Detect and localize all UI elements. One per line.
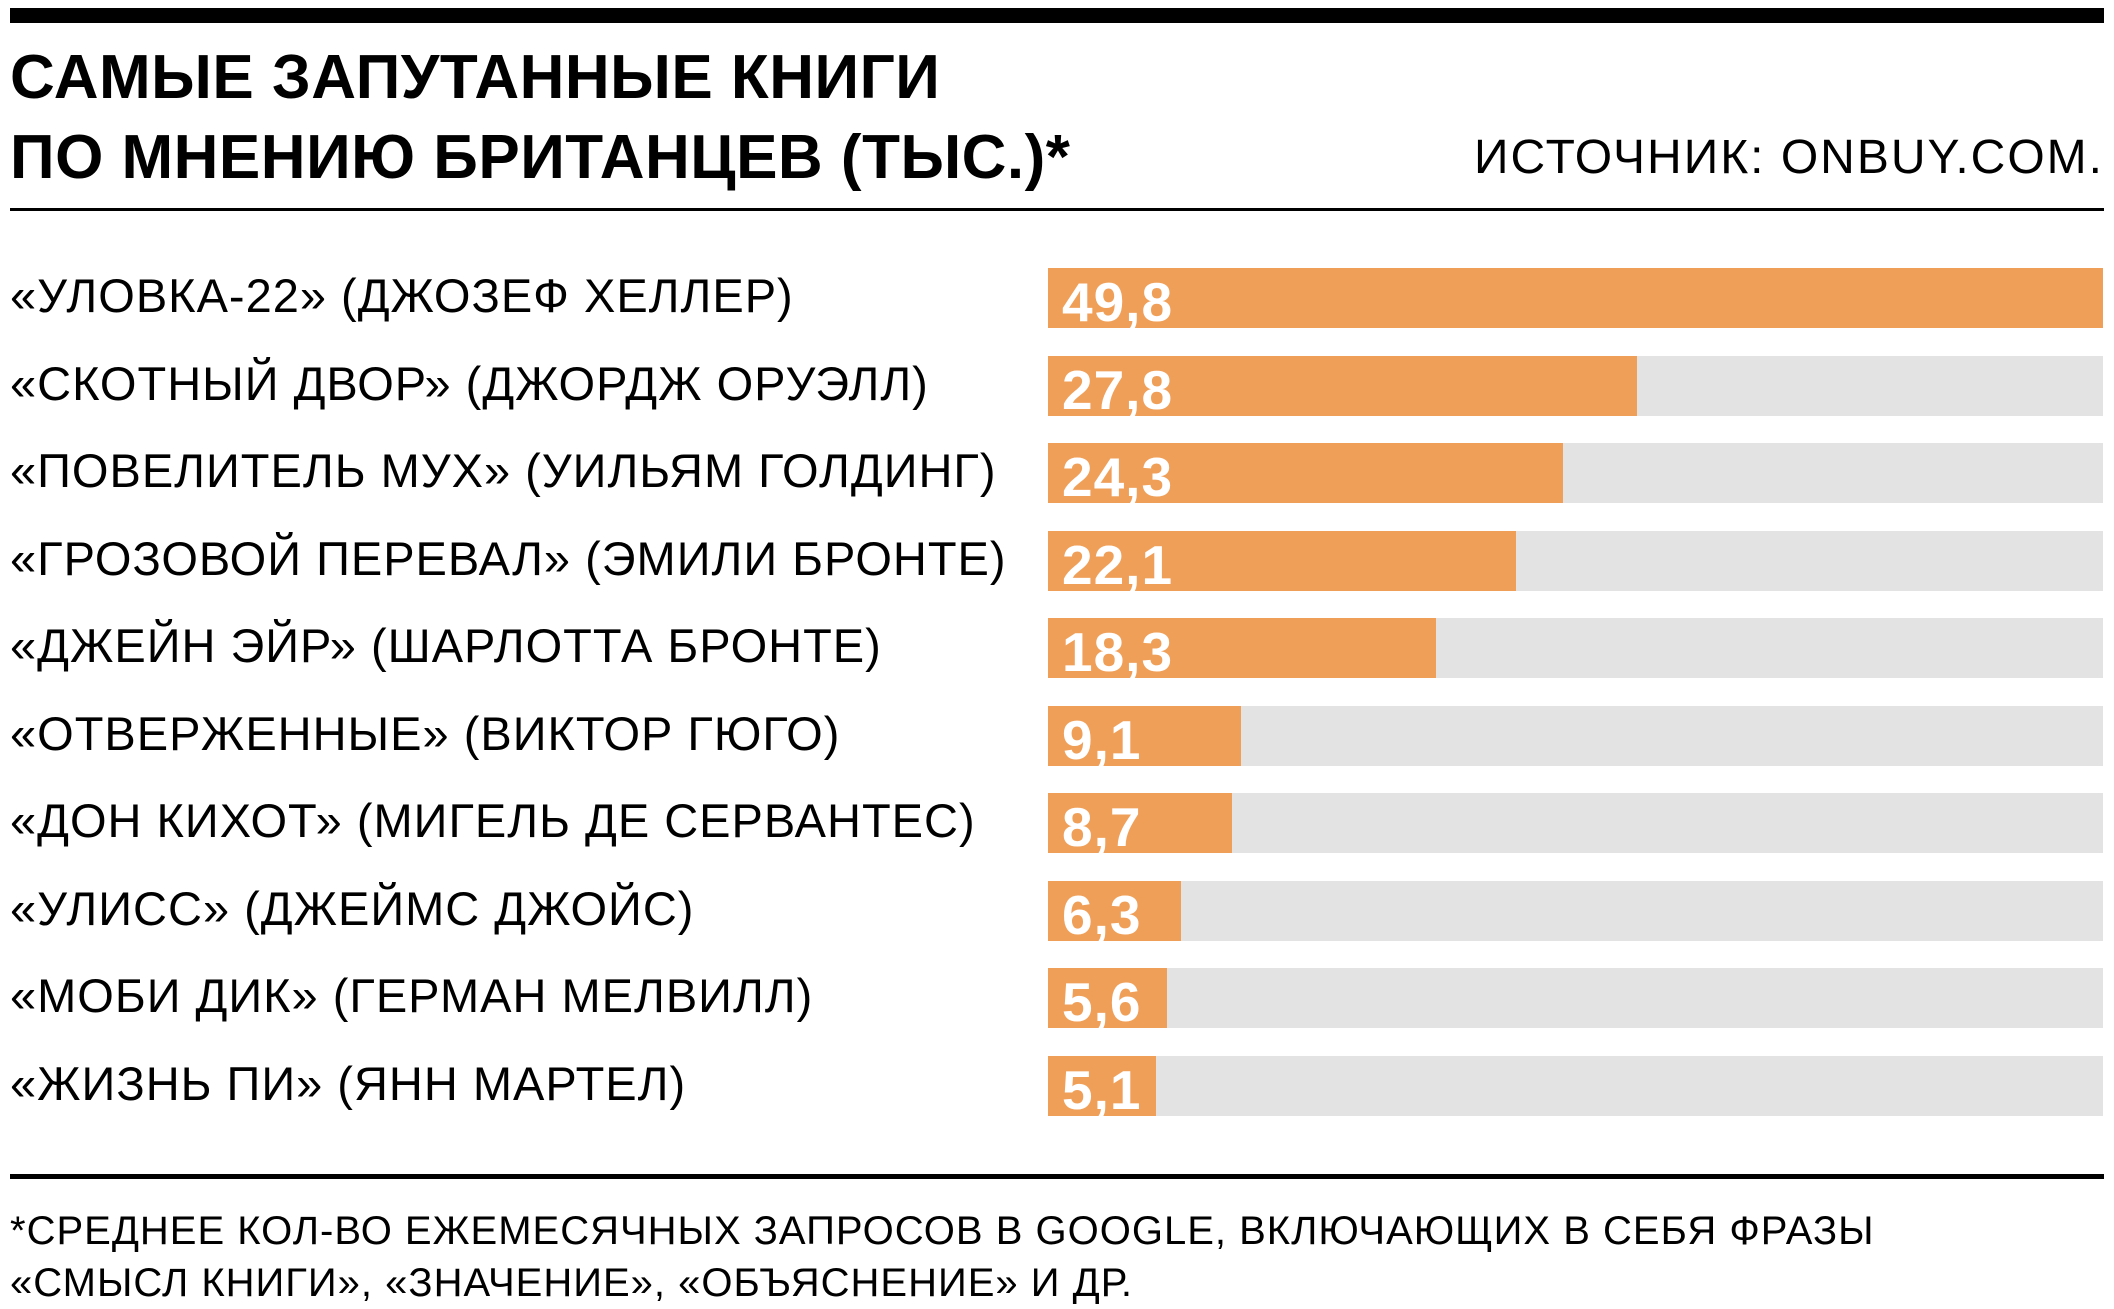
bar bbox=[1048, 618, 1436, 678]
chart-title-line-2: ПО МНЕНИЮ БРИТАНЦЕВ (ТЫС.)* bbox=[10, 123, 1071, 192]
bar-value-label: 24,3 bbox=[1062, 446, 1174, 508]
bar bbox=[1048, 1056, 1156, 1116]
source-note: ИСТОЧНИК: ONBUY.COM. bbox=[1474, 131, 2104, 184]
bar-track: 27,8 bbox=[1048, 356, 2103, 421]
bar-value-label: 18,3 bbox=[1062, 621, 1174, 683]
bar-value-label: 8,7 bbox=[1062, 796, 1142, 858]
bar-label: «ДЖЕЙН ЭЙР» (ШАРЛОТТА БРОНТЕ) bbox=[10, 619, 882, 672]
bar-track: 9,1 bbox=[1048, 706, 2103, 771]
bar bbox=[1048, 268, 2103, 328]
bar-track: 8,7 bbox=[1048, 793, 2103, 858]
bar-value-label: 9,1 bbox=[1062, 709, 1142, 771]
bar-value-label: 5,1 bbox=[1062, 1059, 1142, 1121]
footnote: *СРЕДНЕЕ КОЛ-ВО ЕЖЕМЕСЯЧНЫХ ЗАПРОСОВ В G… bbox=[10, 1205, 1875, 1309]
bar bbox=[1048, 443, 1563, 503]
footer-rule bbox=[10, 1174, 2104, 1179]
bar-track: 22,1 bbox=[1048, 531, 2103, 596]
bar-label: «ОТВЕРЖЕННЫЕ» (ВИКТОР ГЮГО) bbox=[10, 707, 841, 760]
bar-label: «УЛИСС» (ДЖЕЙМС ДЖОЙС) bbox=[10, 882, 695, 935]
footnote-line-1: *СРЕДНЕЕ КОЛ-ВО ЕЖЕМЕСЯЧНЫХ ЗАПРОСОВ В G… bbox=[10, 1209, 1875, 1253]
top-rule bbox=[10, 8, 2104, 23]
bar bbox=[1048, 356, 1637, 416]
bar bbox=[1048, 793, 1232, 853]
bar-label: «СКОТНЫЙ ДВОР» (ДЖОРДЖ ОРУЭЛЛ) bbox=[10, 357, 929, 410]
bar-track: 5,1 bbox=[1048, 1056, 2103, 1121]
bar-label: «УЛОВКА-22» (ДЖОЗЕФ ХЕЛЛЕР) bbox=[10, 269, 794, 322]
bar-value-label: 22,1 bbox=[1062, 534, 1174, 596]
bar-track: 5,6 bbox=[1048, 968, 2103, 1033]
footnote-line-2: «СМЫСЛ КНИГИ», «ЗНАЧЕНИЕ», «ОБЪЯСНЕНИЕ» … bbox=[10, 1261, 1133, 1305]
bar-value-label: 5,6 bbox=[1062, 971, 1142, 1033]
bar bbox=[1048, 881, 1181, 941]
bar-label: «ГРОЗОВОЙ ПЕРЕВАЛ» (ЭМИЛИ БРОНТЕ) bbox=[10, 532, 1007, 585]
bar-track: 18,3 bbox=[1048, 618, 2103, 683]
bar-value-label: 27,8 bbox=[1062, 359, 1174, 421]
chart-title-line-1: САМЫЕ ЗАПУТАННЫЕ КНИГИ bbox=[10, 43, 941, 112]
bar bbox=[1048, 706, 1241, 766]
bar-label: «МОБИ ДИК» (ГЕРМАН МЕЛВИЛЛ) bbox=[10, 969, 814, 1022]
bar-value-label: 49,8 bbox=[1062, 271, 1174, 333]
bar-track: 24,3 bbox=[1048, 443, 2103, 508]
header-rule bbox=[10, 208, 2104, 211]
chart-title: САМЫЕ ЗАПУТАННЫЕ КНИГИ ПО МНЕНИЮ БРИТАНЦ… bbox=[10, 38, 1070, 198]
bar bbox=[1048, 531, 1516, 591]
bar bbox=[1048, 968, 1167, 1028]
bar-track: 6,3 bbox=[1048, 881, 2103, 946]
bar-track: 49,8 bbox=[1048, 268, 2103, 333]
bar-label: «ДОН КИХОТ» (МИГЕЛЬ ДЕ СЕРВАНТЕС) bbox=[10, 794, 976, 847]
bar-label: «ПОВЕЛИТЕЛЬ МУХ» (УИЛЬЯМ ГОЛДИНГ) bbox=[10, 444, 997, 497]
bar-value-label: 6,3 bbox=[1062, 884, 1142, 946]
bar-label: «ЖИЗНЬ ПИ» (ЯНН МАРТЕЛ) bbox=[10, 1057, 687, 1110]
